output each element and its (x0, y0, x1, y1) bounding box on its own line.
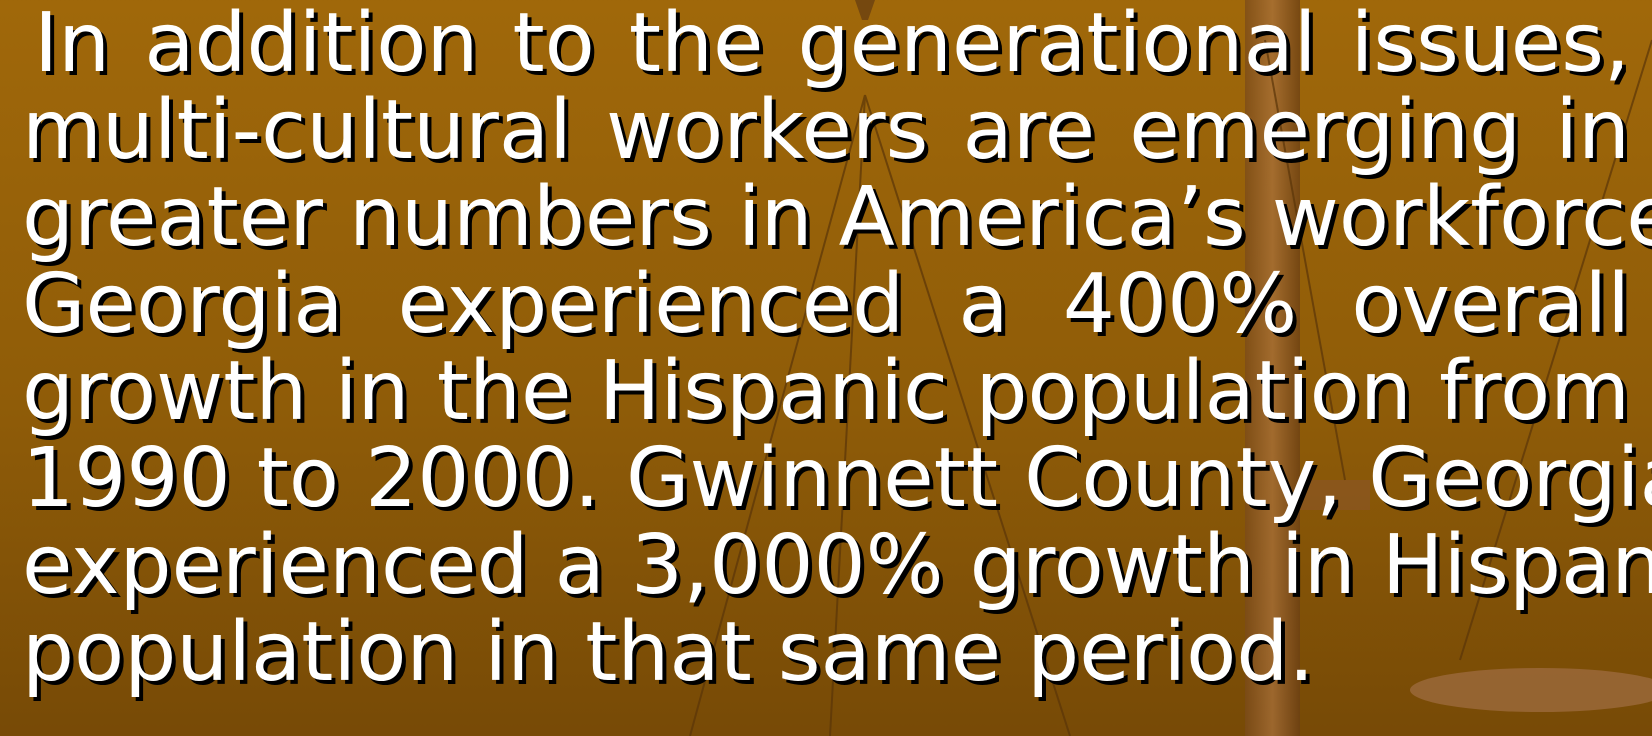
text-line: 1990 to 2000. Gwinnett County, Georgia, (22, 435, 1630, 522)
text-line: growth in the Hispanic population from (22, 348, 1630, 435)
text-line: In addition to the generational issues, (22, 0, 1630, 87)
slide: In addition to the generational issues, … (0, 0, 1652, 736)
text-line: population in that same period. (22, 609, 1630, 696)
body-text: In addition to the generational issues, … (22, 0, 1630, 696)
text-line: multi-cultural workers are emerging in (22, 87, 1630, 174)
text-line: Georgia experienced a 400% overall (22, 261, 1630, 348)
text-line: greater numbers in America’s workforce. (22, 174, 1630, 261)
text-line: experienced a 3,000% growth in Hispanic (22, 522, 1630, 609)
